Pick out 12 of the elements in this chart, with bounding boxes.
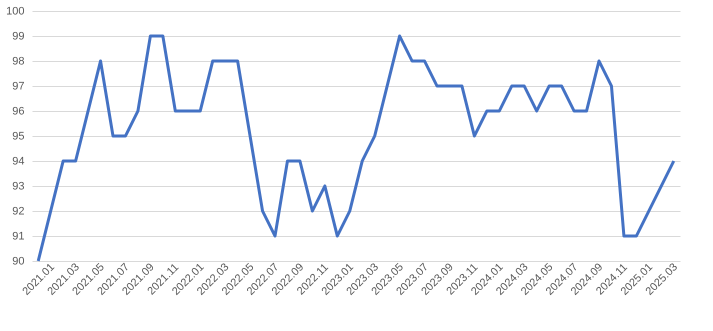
y-tick-label: 98 [12, 56, 24, 68]
y-tick-label: 90 [12, 256, 24, 268]
y-tick-label: 97 [12, 80, 24, 92]
line-series [36, 34, 676, 262]
y-tick-label: 93 [12, 180, 24, 192]
y-tick-label: 95 [12, 130, 24, 142]
y-tick-label: 99 [12, 30, 24, 42]
y-tick-label: 92 [12, 206, 24, 218]
y-tick-label: 94 [12, 156, 24, 168]
y-tick-label: 96 [12, 106, 24, 118]
y-tick-label: 100 [6, 6, 24, 18]
y-tick-label: 91 [12, 230, 24, 242]
